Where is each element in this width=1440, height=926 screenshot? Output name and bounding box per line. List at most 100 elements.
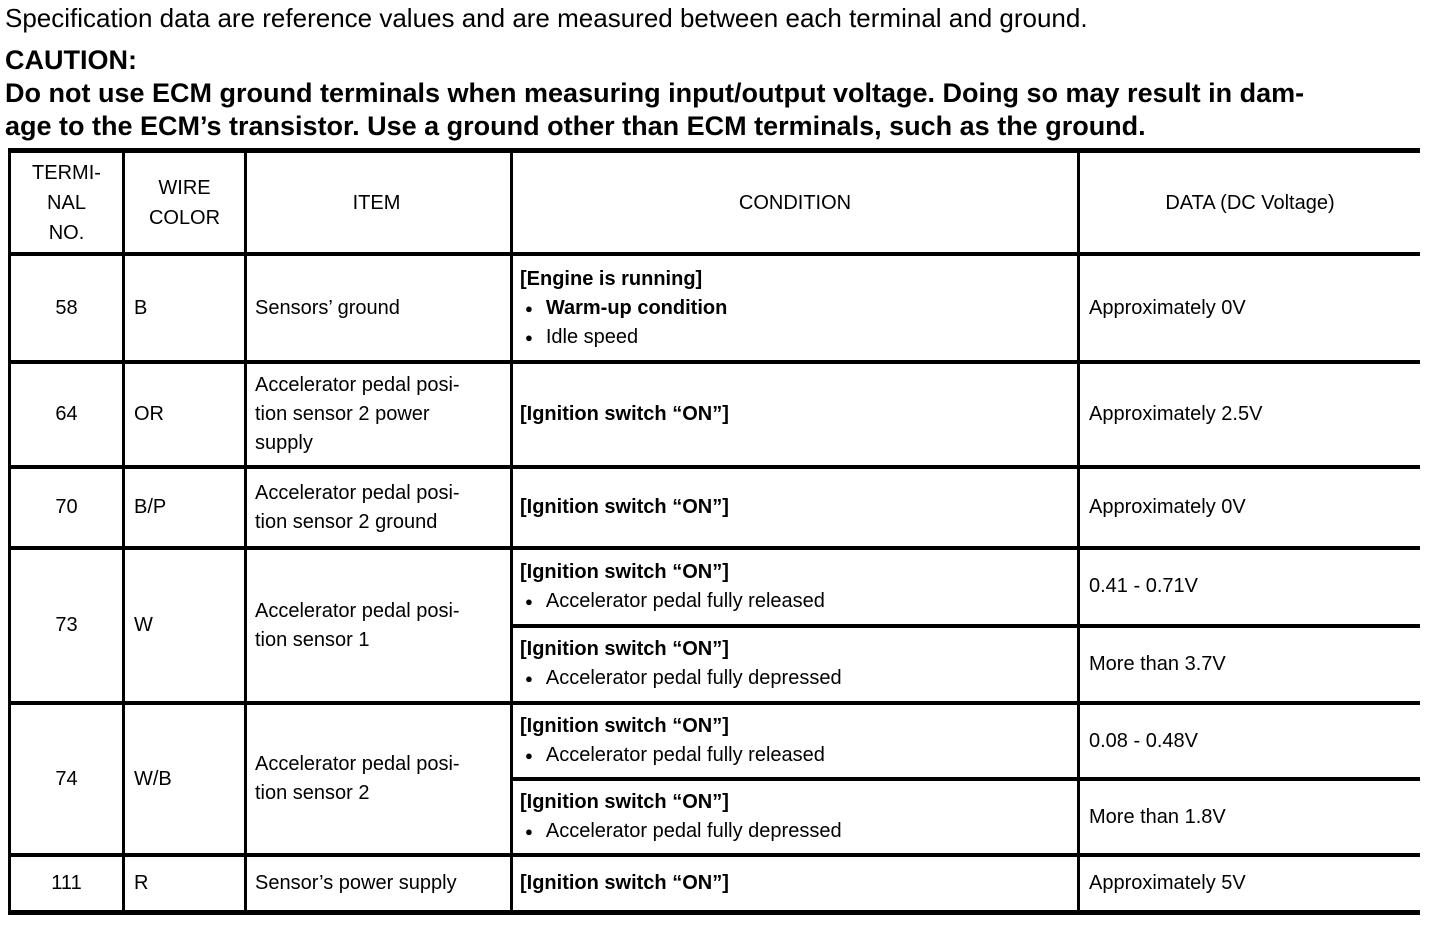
cell-wire-color: W/B <box>125 705 247 853</box>
condition-header: [Ignition switch “ON”] <box>520 560 729 583</box>
cell-condition: [Ignition switch “ON”] <box>513 364 1080 465</box>
terminal-spec-table: TERMI- NAL NO. WIRE COLOR ITEM CONDITION… <box>8 148 1420 915</box>
condition-data-subrows: [Ignition switch “ON”] ● Accelerator peda… <box>513 550 1420 701</box>
condition-header: [Ignition switch “ON”] <box>520 403 729 425</box>
header-condition-label: CONDITION <box>738 191 852 214</box>
data-value: Approximately 0V <box>1089 296 1246 319</box>
terminal-no: 70 <box>55 496 78 518</box>
cell-data: More than 1.8V <box>1080 781 1420 853</box>
bullet-text: Accelerator pedal fully depressed <box>545 667 842 690</box>
data-value: Approximately 2.5V <box>1089 403 1263 425</box>
condition-bullet: ● Accelerator pedal fully depressed <box>520 817 1077 846</box>
table-row-111: 111 R Sensor’s power supply [Ignition sw… <box>11 857 1420 910</box>
condition-header: [Ignition switch “ON”] <box>520 638 729 661</box>
cell-data: Approximately 5V <box>1080 857 1420 910</box>
cell-wire-color: OR <box>125 364 247 465</box>
bullet-icon: ● <box>525 671 533 687</box>
condition-header: [Ignition switch “ON”] <box>520 791 729 813</box>
cell-item: Accelerator pedal posi- tion sensor 2 gr… <box>247 469 513 546</box>
table-row-58: 58 B Sensors’ ground [Engine is running]… <box>11 256 1420 364</box>
cell-condition: [Ignition switch “ON”] ● Accelerator peda… <box>513 627 1080 701</box>
terminal-no: 64 <box>55 403 78 425</box>
cell-condition: [Ignition switch “ON”] ● Accelerator peda… <box>513 705 1080 777</box>
cell-item: Accelerator pedal posi- tion sensor 2 <box>247 705 513 853</box>
wire-color: R <box>134 872 149 894</box>
caution-line-2: age to the ECM’s transistor. Use a groun… <box>5 111 1146 141</box>
table-header-row: TERMI- NAL NO. WIRE COLOR ITEM CONDITION… <box>11 153 1420 256</box>
cell-wire-color: W <box>125 550 247 701</box>
cell-terminal-no: 58 <box>11 256 125 360</box>
terminal-no: 73 <box>55 614 78 636</box>
data-value: Approximately 0V <box>1089 496 1246 518</box>
cell-condition: [Ignition switch “ON”] <box>513 469 1080 546</box>
bullet-text: Accelerator pedal fully depressed <box>545 820 842 842</box>
condition-bullet: ● Accelerator pedal fully released <box>520 587 1077 616</box>
caution-body: Do not use ECM ground terminals when mea… <box>5 77 1439 143</box>
cell-data: Approximately 2.5V <box>1080 364 1420 465</box>
cell-data: Approximately 0V <box>1080 256 1420 360</box>
item-text: Accelerator pedal posi- tion sensor 2 gr… <box>255 481 460 533</box>
cell-terminal-no: 73 <box>11 550 125 701</box>
header-wire-color: WIRE COLOR <box>125 153 247 252</box>
wire-color: OR <box>134 403 164 425</box>
sub-row: [Ignition switch “ON”] ● Accelerator peda… <box>513 777 1420 853</box>
terminal-no: 74 <box>55 767 78 790</box>
header-wire-label: WIRE COLOR <box>148 176 221 229</box>
bullet-text: Accelerator pedal fully released <box>545 744 825 766</box>
item-text: Accelerator pedal posi- tion sensor 1 <box>255 599 460 651</box>
header-terminal-no: TERMI- NAL NO. <box>11 153 125 252</box>
condition-bullet: ● Accelerator pedal fully depressed <box>520 664 1077 693</box>
condition-bullet: ● Accelerator pedal fully released <box>520 741 1077 770</box>
cell-condition: [Engine is running] ● Warm-up condition ●… <box>513 256 1080 360</box>
bullet-icon: ● <box>525 329 533 345</box>
item-text: Sensors’ ground <box>255 296 400 319</box>
cell-condition: [Ignition switch “ON”] ● Accelerator peda… <box>513 550 1080 624</box>
cell-condition: [Ignition switch “ON”] <box>513 857 1080 910</box>
data-value: Approximately 5V <box>1089 872 1246 894</box>
bullet-icon: ● <box>525 593 533 609</box>
bullet-text: Warm-up condition <box>545 296 728 319</box>
table-row-64: 64 OR Accelerator pedal posi- tion senso… <box>11 364 1420 469</box>
condition-header: [Ignition switch “ON”] <box>520 872 729 894</box>
cell-item: Accelerator pedal posi- tion sensor 2 po… <box>247 364 513 465</box>
data-value: 0.08 - 0.48V <box>1089 729 1198 752</box>
sub-row: [Ignition switch “ON”] ● Accelerator peda… <box>513 705 1420 777</box>
item-text: Accelerator pedal posi- tion sensor 2 <box>255 753 460 804</box>
cell-terminal-no: 70 <box>11 469 125 546</box>
cell-item: Accelerator pedal posi- tion sensor 1 <box>247 550 513 701</box>
bullet-icon: ● <box>525 300 533 316</box>
bullet-icon: ● <box>525 824 533 839</box>
wire-color: B/P <box>134 496 167 518</box>
table-row-73: 73 W Accelerator pedal posi- tion sensor… <box>11 550 1420 705</box>
item-text: Accelerator pedal posi- tion sensor 2 po… <box>255 374 460 454</box>
cell-item: Sensors’ ground <box>247 256 513 360</box>
data-value: More than 1.8V <box>1089 805 1226 828</box>
cell-wire-color: B/P <box>125 469 247 546</box>
header-data: DATA (DC Voltage) <box>1080 153 1420 252</box>
cell-condition: [Ignition switch “ON”] ● Accelerator peda… <box>513 781 1080 853</box>
wire-color: W <box>134 614 153 636</box>
condition-header: [Engine is running] <box>520 267 703 290</box>
bullet-text: Idle speed <box>545 325 639 348</box>
table-row-74: 74 W/B Accelerator pedal posi- tion sens… <box>11 705 1420 857</box>
header-item: ITEM <box>247 153 513 252</box>
condition-data-subrows: [Ignition switch “ON”] ● Accelerator peda… <box>513 705 1420 853</box>
bullet-text: Accelerator pedal fully released <box>545 589 825 612</box>
cell-data: Approximately 0V <box>1080 469 1420 546</box>
condition-bullet: ● Idle speed <box>520 323 1077 352</box>
condition-header: [Ignition switch “ON”] <box>520 715 729 737</box>
cell-data: 0.08 - 0.48V <box>1080 705 1420 777</box>
wire-color: W/B <box>134 767 172 790</box>
intro-text: Specification data are reference values … <box>5 3 1088 33</box>
condition-header: [Ignition switch “ON”] <box>520 496 729 518</box>
cell-terminal-no: 111 <box>11 857 125 910</box>
terminal-no: 111 <box>51 872 82 894</box>
wire-color: B <box>134 296 148 319</box>
cell-wire-color: R <box>125 857 247 910</box>
item-text: Sensor’s power supply <box>255 872 457 894</box>
caution-line-1: Do not use ECM ground terminals when mea… <box>5 78 1305 108</box>
sub-row: [Ignition switch “ON”] ● Accelerator peda… <box>513 623 1420 701</box>
terminal-no: 58 <box>55 296 78 319</box>
header-terminal-label: TERMI- NAL NO. <box>32 161 101 244</box>
table-row-70: 70 B/P Accelerator pedal posi- tion sens… <box>11 469 1420 550</box>
